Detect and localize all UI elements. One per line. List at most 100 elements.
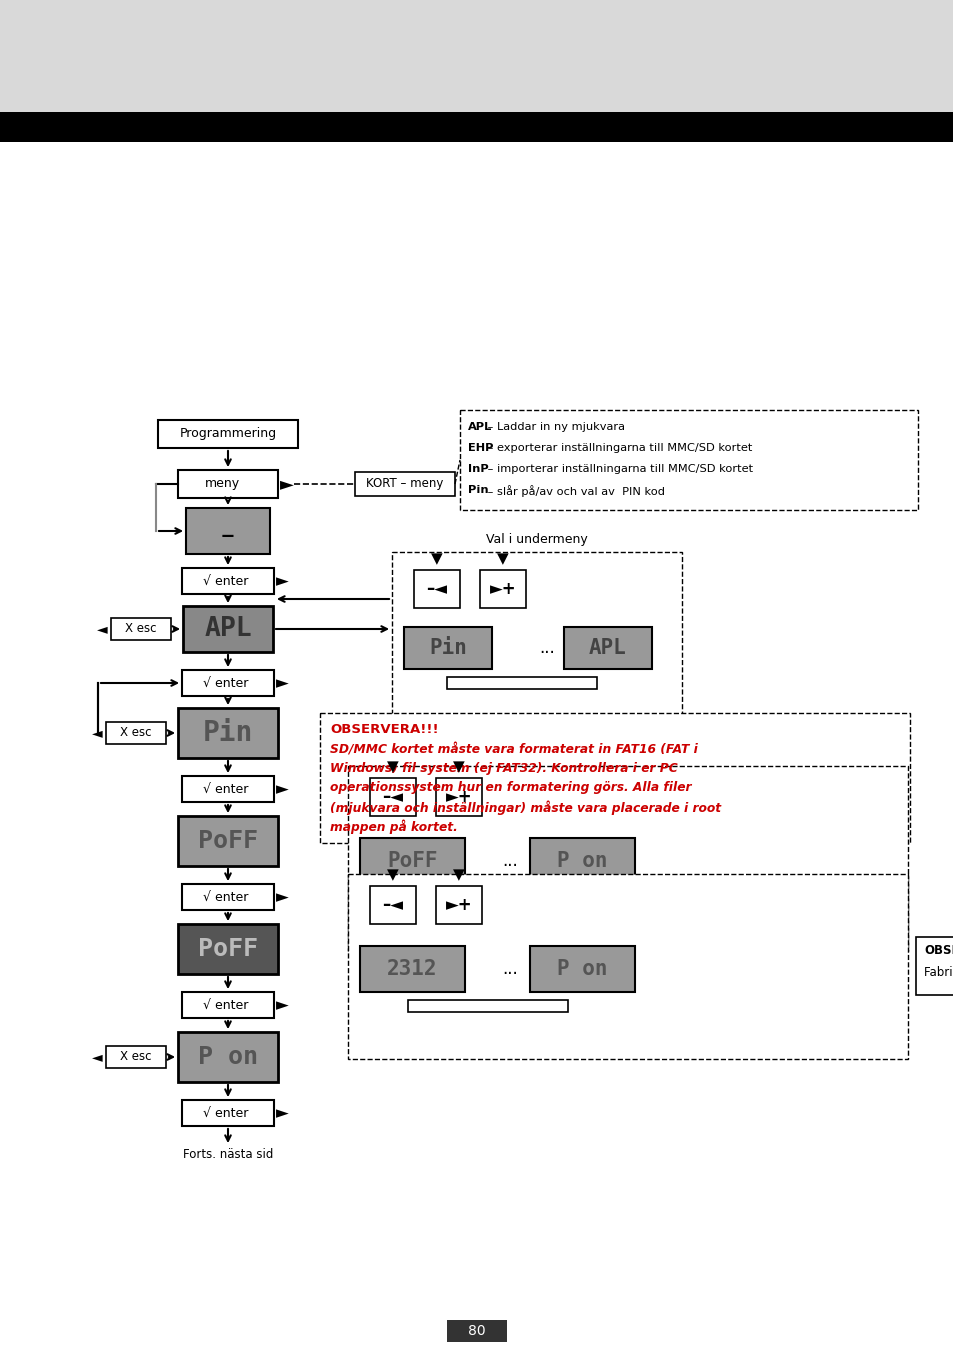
- Text: P on: P on: [557, 850, 607, 871]
- Text: 2312: 2312: [387, 958, 437, 979]
- Text: ■: ■: [222, 76, 233, 89]
- Text: ▼: ▼: [387, 867, 398, 882]
- Text: – exporterar inställningarna till MMC/SD kortet: – exporterar inställningarna till MMC/SD…: [484, 443, 752, 454]
- Text: ►: ►: [275, 996, 289, 1014]
- Bar: [447, 1320, 506, 1342]
- Text: – slår på/av och val av  PIN kod: – slår på/av och val av PIN kod: [484, 485, 665, 497]
- Text: Forts. nästa sid: Forts. nästa sid: [183, 1148, 273, 1161]
- Text: √ enter: √ enter: [203, 676, 249, 690]
- Bar: [479, 570, 525, 608]
- Bar: [178, 815, 277, 865]
- Text: APL: APL: [468, 423, 492, 432]
- Text: –: –: [221, 522, 234, 549]
- Text: P on: P on: [198, 1045, 257, 1069]
- Text: ►: ►: [275, 572, 289, 590]
- Bar: [182, 568, 274, 594]
- Text: ▼: ▼: [387, 759, 398, 774]
- Text: TMB Programmable Multiband Amplifier: TMB Programmable Multiband Amplifier: [25, 38, 748, 69]
- Bar: [459, 410, 917, 510]
- Text: √ enter: √ enter: [203, 891, 249, 903]
- Text: Pin: Pin: [429, 639, 466, 657]
- Text: meny: meny: [204, 478, 239, 490]
- Text: förstärkaren en mjukvarureset (det ändrar inga inställningar).: förstärkaren en mjukvarureset (det ändra…: [90, 221, 469, 235]
- Bar: [182, 776, 274, 802]
- Bar: [530, 946, 635, 992]
- Bar: [563, 626, 651, 670]
- Text: TMB 10A: TMB 10A: [25, 76, 111, 95]
- Bar: [182, 992, 274, 1018]
- Text: korrekt  mjukvara  (filnamn  tm_tmb10.tlp),ändras  mjukvaran  automatiskt  och  : korrekt mjukvara (filnamn tm_tmb10.tlp),…: [90, 194, 711, 207]
- Bar: [111, 618, 171, 640]
- Bar: [178, 470, 277, 498]
- Text: mappen på kortet.: mappen på kortet.: [330, 819, 457, 833]
- Bar: [158, 420, 297, 448]
- Bar: [408, 1000, 567, 1012]
- Text: TMB 10B: TMB 10B: [124, 76, 214, 95]
- Text: KORT – meny: KORT – meny: [366, 478, 443, 490]
- Bar: [0, 142, 953, 1350]
- Text: √ enter: √ enter: [203, 999, 249, 1011]
- Text: OBSERVERA!!!: OBSERVERA!!!: [923, 945, 953, 957]
- Bar: [408, 892, 567, 904]
- Text: ►: ►: [275, 780, 289, 798]
- Text: InP meny: InP meny: [140, 288, 204, 301]
- Bar: [436, 886, 481, 923]
- Text: Pin: Pin: [203, 720, 253, 747]
- Text: X esc: X esc: [120, 726, 152, 740]
- Text: –◄: –◄: [382, 896, 403, 914]
- Bar: [436, 778, 481, 815]
- Text: „S00n.tmb”, kommer alla värden på kortet kopieras till förstärkaren om det i dis: „S00n.tmb”, kommer alla värden på kortet…: [90, 302, 703, 316]
- Bar: [183, 606, 273, 652]
- Text: Val i undermeny: Val i undermeny: [486, 533, 587, 545]
- Text: ...: ...: [501, 852, 517, 869]
- Text: Fabriks PIN kod:: Fabriks PIN kod:: [923, 967, 953, 980]
- Text: PoFF: PoFF: [198, 829, 257, 853]
- Bar: [178, 923, 277, 973]
- Text: ...: ...: [538, 639, 555, 657]
- Bar: [106, 1046, 166, 1068]
- Text: ◄: ◄: [92, 726, 103, 740]
- Text: ►: ►: [275, 674, 289, 693]
- Text: – importerar inställningarna till MMC/SD kortet: – importerar inställningarna till MMC/SD…: [484, 464, 753, 474]
- Bar: [447, 676, 597, 688]
- Text: ■: ■: [112, 76, 125, 89]
- Bar: [915, 937, 953, 995]
- Text: APL: APL: [204, 616, 252, 643]
- Bar: [186, 508, 270, 554]
- Text: APL: APL: [588, 639, 626, 657]
- Text: √ enter: √ enter: [203, 1107, 249, 1119]
- Text: EHP: EHP: [468, 443, 493, 454]
- Bar: [355, 472, 455, 495]
- Bar: [0, 0, 953, 112]
- Text: ◄: ◄: [92, 1050, 103, 1064]
- Text: SD/MMC kortet måste vara formaterat in FAT16 (FAT i: SD/MMC kortet måste vara formaterat in F…: [330, 743, 698, 756]
- Bar: [319, 713, 909, 842]
- Text: ...: ...: [501, 960, 517, 977]
- Text: X esc: X esc: [120, 1050, 152, 1064]
- Text: √ enter: √ enter: [203, 575, 249, 587]
- Text: – Stoppa in ett SD/MMC kort i läsaren och tryck på ENTER. Om kortet har filnamn: – Stoppa in ett SD/MMC kort i läsaren oc…: [190, 288, 690, 302]
- Text: PoFF: PoFF: [198, 937, 257, 961]
- Bar: [0, 112, 953, 142]
- Bar: [370, 886, 416, 923]
- Text: ►: ►: [275, 1104, 289, 1122]
- Bar: [392, 552, 681, 737]
- Text: ◄: ◄: [97, 622, 108, 636]
- Text: Programmering: Programmering: [179, 428, 276, 440]
- Bar: [182, 1100, 274, 1126]
- Text: √ enter: √ enter: [203, 783, 249, 795]
- Text: ▼: ▼: [453, 867, 464, 882]
- Text: (mjukvara och inställningar) måste vara placerade i root: (mjukvara och inställningar) måste vara …: [330, 801, 720, 814]
- Text: X esc: X esc: [125, 622, 156, 636]
- Text: OBSERVERA!: OBSERVERA!: [90, 163, 178, 177]
- Text: – Laddar in ny mjukvara: – Laddar in ny mjukvara: [484, 423, 625, 432]
- Bar: [359, 946, 464, 992]
- Text: PoFF: PoFF: [387, 850, 437, 871]
- Text: operationssystem hur en formatering görs. Alla filer: operationssystem hur en formatering görs…: [330, 782, 691, 794]
- Text: displayen “Boot” och förstärkaren startar från början. Om det inte är ett kort, : displayen “Boot” och förstärkaren starta…: [90, 208, 721, 221]
- Bar: [414, 570, 459, 608]
- Text: ►+: ►+: [445, 896, 472, 914]
- Text: OBSERVERA!!!: OBSERVERA!!!: [330, 724, 438, 736]
- Bar: [182, 670, 274, 697]
- Text: SE: SE: [14, 117, 39, 136]
